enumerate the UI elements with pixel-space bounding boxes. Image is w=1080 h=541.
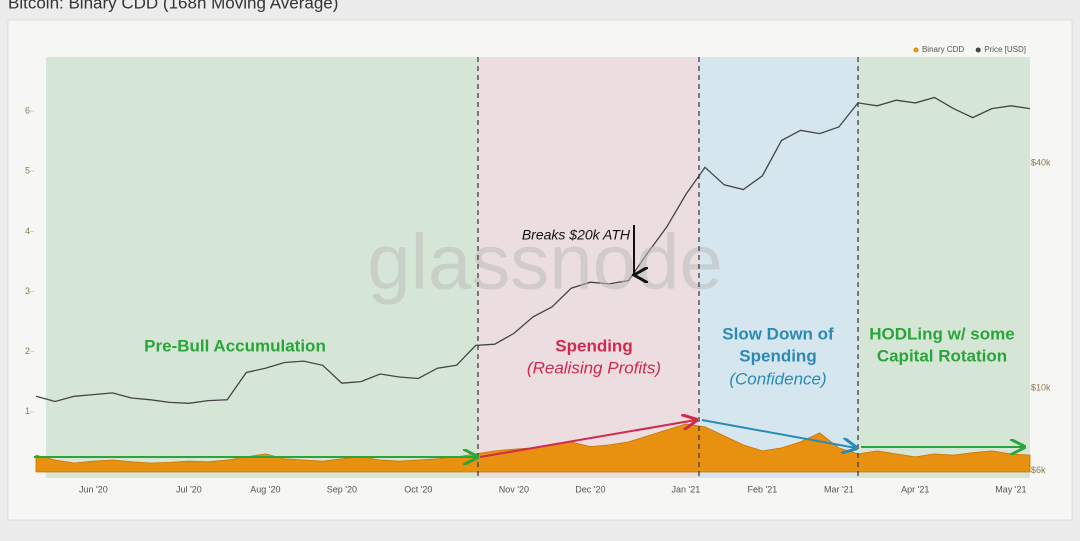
legend-swatch — [913, 47, 919, 53]
region-hodl — [858, 57, 1030, 478]
annotation: (Realising Profits) — [527, 358, 661, 377]
y2-tick-label: $40k — [1031, 158, 1051, 168]
x-tick-label: Jan '21 — [672, 484, 701, 494]
x-tick-label: Oct '20 — [404, 484, 432, 494]
annotation: Capital Rotation — [877, 346, 1007, 365]
annotation: Slow Down of — [722, 324, 834, 343]
x-tick-label: May '21 — [995, 484, 1026, 494]
annotation: Spending — [555, 336, 632, 355]
x-tick-label: Dec '20 — [575, 484, 605, 494]
x-tick-label: Aug '20 — [250, 484, 280, 494]
y-tick-label: 3 — [25, 286, 30, 296]
x-tick-label: Apr '21 — [901, 484, 929, 494]
arrow — [479, 420, 696, 458]
x-tick-label: Jul '20 — [176, 484, 202, 494]
y2-tick-label: $6k — [1031, 465, 1046, 475]
price-line — [35, 96, 1031, 404]
region-slowdown — [699, 57, 858, 478]
chart-title: Bitcoin: Binary CDD (168h Moving Average… — [8, 0, 338, 12]
y-tick-label: 2 — [25, 346, 30, 356]
legend-label: Price [USD] — [984, 45, 1026, 54]
annotation: (Confidence) — [729, 369, 826, 388]
annotation: Breaks $20k ATH — [522, 227, 631, 243]
y2-tick-label: $10k — [1031, 382, 1051, 392]
legend-swatch — [975, 47, 981, 53]
annotation: Spending — [739, 346, 816, 365]
x-tick-label: Nov '20 — [499, 484, 529, 494]
y-tick-label: 4 — [25, 226, 30, 236]
x-tick-label: Feb '21 — [748, 484, 778, 494]
legend-label: Binary CDD — [922, 45, 964, 54]
y-tick-label: 1 — [25, 406, 30, 416]
x-tick-label: Jun '20 — [79, 484, 108, 494]
x-tick-label: Sep '20 — [327, 484, 357, 494]
arrow — [701, 419, 856, 448]
annotation: HODLing w/ some — [869, 324, 1014, 343]
watermark: glassnode — [367, 218, 723, 306]
y-tick-label: 6 — [25, 106, 30, 116]
x-tick-label: Mar '21 — [824, 484, 854, 494]
region-prebull — [46, 57, 478, 478]
annotation: Pre-Bull Accumulation — [144, 336, 326, 355]
y-tick-label: 5 — [25, 166, 30, 176]
region-spending — [478, 57, 699, 478]
